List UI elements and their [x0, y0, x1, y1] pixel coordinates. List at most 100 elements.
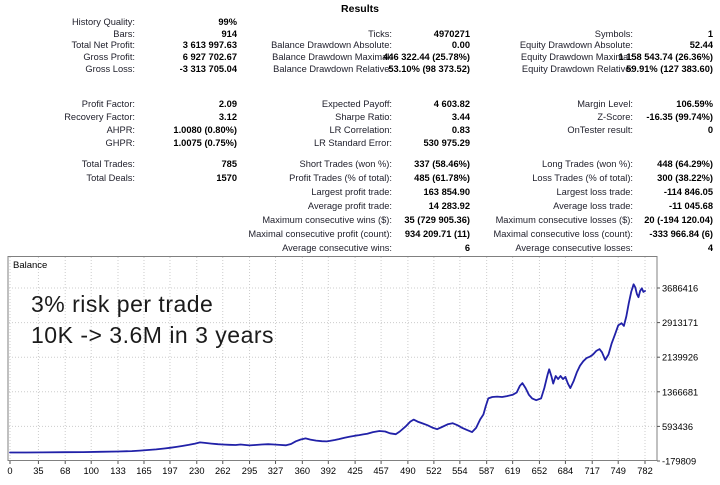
x-axis-tick-label: 457	[373, 466, 389, 476]
x-axis-tick-label: 197	[162, 466, 178, 476]
chart-annotation: 3% risk per trade 10K -> 3.6M in 3 years	[31, 289, 274, 351]
table-value: 163 854.90	[423, 187, 470, 197]
table-value: 300 (38.22%)	[657, 173, 713, 183]
x-axis-tick-label: 165	[136, 466, 152, 476]
table-row: Recovery Factor: 3.12 Sharpe Ratio: 3.44 Z-S…	[0, 110, 713, 123]
table-row: Total Net Profit: 3 613 997.63 Balance Dra…	[0, 39, 713, 51]
x-axis-tick-label: 0	[7, 466, 12, 476]
chart-axis-labels: 0 35 68 100 133 165 197 230 262 295 327 360 392 425 45…	[7, 284, 698, 477]
x-axis-tick-label: 295	[242, 466, 258, 476]
table-value: -16.35 (99.74%)	[646, 111, 713, 122]
table-label: Maximum consecutive wins ($):	[262, 215, 392, 225]
table-value: 1	[707, 28, 713, 39]
x-axis-tick-label: 100	[83, 466, 99, 476]
table-value: 446 322.44 (25.78%)	[383, 51, 470, 62]
table-label: Recovery Factor:	[64, 111, 135, 122]
table-row: Profit Factor: 2.09 Expected Payoff: 4 603.…	[0, 97, 713, 110]
table-label: Average loss trade:	[553, 201, 633, 211]
table-value: 20 (-194 120.04)	[644, 215, 713, 225]
table-label: Symbols:	[594, 28, 633, 39]
table-value: 3.44	[451, 111, 470, 122]
page-title: Results	[341, 3, 379, 15]
table-value: 2.09	[218, 98, 237, 109]
table-value: 52.44	[689, 40, 713, 51]
table-value: 6	[464, 243, 470, 253]
table-label: Margin Level:	[577, 98, 633, 109]
x-axis-tick-label: 684	[558, 466, 574, 476]
table-label: Balance Drawdown Maximal:	[272, 51, 392, 62]
chart-plot-border	[7, 256, 658, 461]
table-value: 3 613 997.63	[182, 40, 237, 51]
table-label: Equity Drawdown Maximal:	[520, 51, 633, 62]
table-label: Average consecutive losses:	[515, 243, 633, 253]
table-label: History Quality:	[71, 16, 135, 27]
table-label: Equity Drawdown Absolute:	[519, 40, 633, 51]
table-value: 99%	[218, 16, 237, 27]
table-row: GHPR: 1.0075 (0.75%) LR Standard Error: 530…	[0, 136, 713, 149]
chart-axis-ticks	[9, 287, 660, 464]
chart-grid	[9, 257, 656, 460]
table-label: Long Trades (won %):	[542, 159, 633, 169]
table-label: Sharpe Ratio:	[335, 111, 392, 122]
table-row: Bars: 914 Ticks: 4970271 Symbols: 1	[0, 28, 713, 40]
table-label: Profit Trades (% of total):	[289, 173, 392, 183]
table-label: Balance Drawdown Relative:	[273, 63, 392, 74]
balance-chart: 0 35 68 100 133 165 197 230 262 295 327 360 392 425 45…	[0, 256, 720, 480]
balance-curve	[9, 283, 646, 454]
table-value: 530 975.29	[423, 137, 470, 148]
x-axis-tick-label: 554	[452, 466, 468, 476]
table-label: Ticks:	[368, 28, 392, 39]
table-label: Average consecutive wins:	[282, 243, 392, 253]
table-value: 0.00	[451, 40, 470, 51]
x-axis-tick-label: 749	[610, 466, 626, 476]
table-value: 53.10% (98 373.52)	[388, 63, 470, 74]
table-label: Equity Drawdown Relative:	[521, 63, 633, 74]
table-label: Expected Payoff:	[321, 98, 392, 109]
table-value: 934 209.71 (11)	[404, 229, 470, 239]
x-axis-tick-label: 782	[637, 466, 653, 476]
table-row: Average profit trade: 14 283.92 Average lo…	[0, 199, 713, 213]
table-label: LR Correlation:	[329, 124, 392, 135]
table-value: 0	[707, 124, 713, 135]
table-label: Profit Factor:	[81, 98, 135, 109]
table-row: Total Deals: 1570 Profit Trades (% of tota…	[0, 171, 713, 185]
table-label: Maximum consecutive losses ($):	[495, 215, 633, 225]
x-axis-tick-label: 717	[584, 466, 600, 476]
x-axis-tick-label: 425	[347, 466, 363, 476]
table-row: Maximal consecutive profit (count): 934 2…	[0, 227, 713, 241]
table-value: 14 283.92	[428, 201, 470, 211]
table-label: GHPR:	[105, 137, 135, 148]
results-table-group-general: History Quality: 99% Bars: 914 Ticks: 4970271…	[0, 16, 713, 74]
table-value: 59.91% (127 383.60)	[626, 63, 713, 74]
table-value: 1.0075 (0.75%)	[173, 137, 237, 148]
balance-chart-canvas: 0 35 68 100 133 165 197 230 262 295 327 360 392 425 45…	[7, 256, 698, 477]
x-axis-tick-label: 490	[400, 466, 416, 476]
x-axis-tick-label: 652	[532, 466, 548, 476]
table-label: Total Trades:	[81, 159, 135, 169]
table-row: Maximum consecutive wins ($): 35 (729 905…	[0, 213, 713, 227]
table-label: Largest loss trade:	[556, 187, 633, 197]
table-value: 337 (58.46%)	[414, 159, 470, 169]
x-axis-tick-label: 587	[479, 466, 495, 476]
x-axis-tick-label: 522	[426, 466, 442, 476]
table-label: LR Standard Error:	[313, 137, 392, 148]
table-label: Gross Profit:	[83, 51, 135, 62]
table-value: 1 158 543.74 (26.36%)	[618, 51, 713, 62]
table-value: 1570	[216, 173, 237, 183]
table-value: 0.83	[451, 124, 470, 135]
table-row: History Quality: 99%	[0, 16, 713, 28]
table-label: Largest profit trade:	[311, 187, 392, 197]
table-value: -11 045.68	[669, 201, 713, 211]
table-value: 485 (61.78%)	[414, 173, 470, 183]
table-label: Loss Trades (% of total):	[532, 173, 633, 183]
table-label: Maximal consecutive loss (count):	[493, 229, 633, 239]
table-value: 448 (64.29%)	[657, 159, 713, 169]
table-label: Maximal consecutive profit (count):	[248, 229, 392, 239]
table-value: -3 313 705.04	[179, 63, 237, 74]
table-label: OnTester result:	[567, 124, 633, 135]
x-axis-tick-label: 262	[215, 466, 231, 476]
table-value: 4	[707, 243, 713, 253]
table-value: 106.59%	[676, 98, 713, 109]
x-axis-tick-label: 360	[295, 466, 311, 476]
x-axis-tick-label: 68	[60, 466, 70, 476]
